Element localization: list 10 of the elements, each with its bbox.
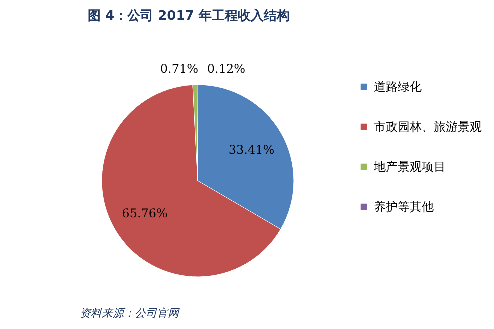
data-label: 65.76% — [122, 206, 168, 220]
data-label: 33.41% — [228, 143, 275, 158]
data-label: 0.12% — [207, 62, 246, 76]
legend-label: 地产景观项目 — [373, 160, 446, 174]
legend-label: 养护等其他 — [374, 200, 434, 214]
text: 资料来源：公司官网 — [80, 306, 179, 321]
chart-title: 图 4：公司 2017 年工程收入结构 — [88, 8, 290, 24]
legend-label: 市政园林、旅游景观 — [374, 120, 482, 134]
legend-label: 道路绿化 — [374, 80, 422, 94]
data-label: 0.71% — [160, 62, 198, 76]
